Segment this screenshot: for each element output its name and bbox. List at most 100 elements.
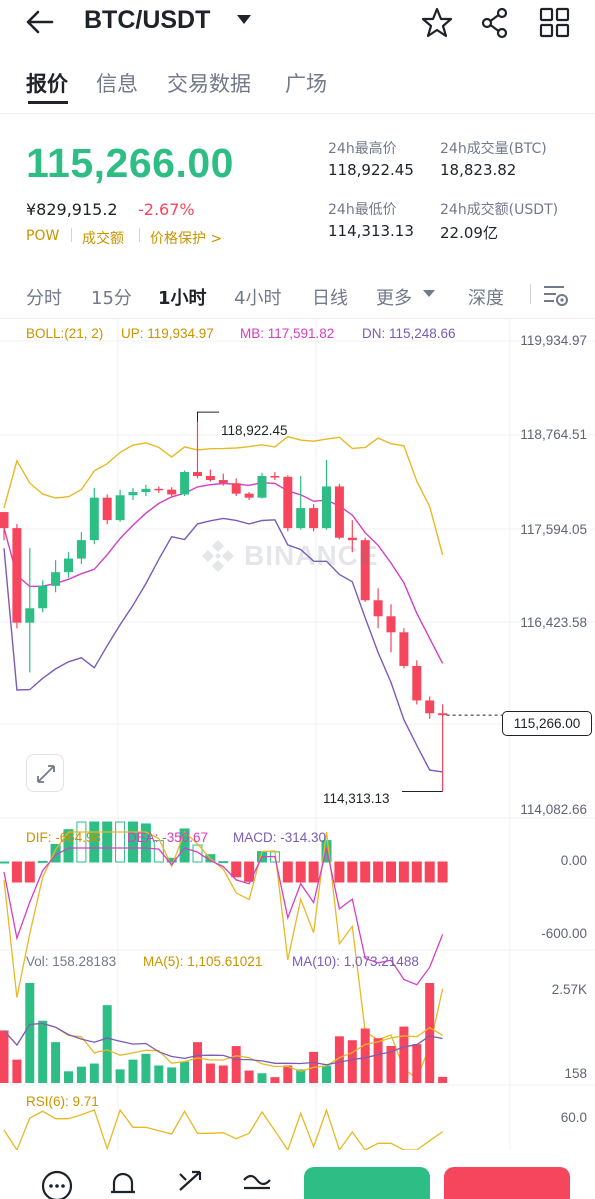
candle-body [412, 665, 422, 701]
candle-body [309, 508, 319, 529]
volume-bar [167, 1067, 177, 1083]
macd-bar [102, 821, 113, 863]
axis-label: -600.00 [541, 926, 587, 941]
volume-bar [425, 983, 435, 1083]
volume-bar [38, 1020, 48, 1083]
axis-label: 158 [564, 1066, 587, 1081]
chart-settings-icon [544, 286, 568, 306]
vol-ma10: MA(10): 1,073.21488 [292, 954, 419, 969]
bell-icon [111, 1172, 135, 1194]
interval-timeline[interactable]: 分时 [26, 288, 62, 309]
sell-button[interactable] [444, 1167, 570, 1199]
interval-1h[interactable]: 1小时 [158, 288, 207, 309]
axis-label: 119,934.97 [520, 333, 587, 348]
tag-price-protection[interactable]: 价格保护 > [150, 231, 223, 247]
tab-square[interactable]: 广场 [285, 72, 327, 96]
buy-button[interactable] [304, 1167, 430, 1199]
volume-bar [0, 1030, 9, 1083]
volume-bar [412, 1044, 422, 1083]
tab-info[interactable]: 信息 [96, 72, 138, 96]
volume-bar [399, 1026, 409, 1083]
volume-bar [322, 1065, 331, 1083]
macd-bar [192, 844, 203, 863]
boll-name: BOLL:(21, 2) [26, 326, 104, 341]
candle-body [128, 492, 138, 496]
volume-bar [244, 1070, 254, 1083]
candle-body [283, 476, 293, 529]
max-marker-line [197, 411, 219, 423]
volume-bar [25, 983, 35, 1083]
macd-bar [308, 861, 319, 883]
trade-button[interactable] [174, 1166, 208, 1199]
boll-up-line [3, 435, 444, 555]
back-button[interactable] [24, 8, 58, 36]
interval-15m[interactable]: 15分 [91, 288, 132, 309]
candle-body [193, 472, 202, 477]
boll-mb: MB: 117,591.82 [240, 326, 335, 341]
macd-bar [24, 861, 35, 883]
macd-bar [398, 861, 409, 883]
max-price-label: 118,922.45 [221, 423, 288, 438]
volume-bar [218, 1065, 228, 1083]
macd-bar [11, 861, 22, 883]
candle-body [257, 476, 267, 498]
star-icon [421, 7, 453, 38]
macd-bar [437, 861, 448, 883]
macd-bar [115, 821, 126, 863]
macd-bar [282, 861, 293, 883]
macd-bar [37, 860, 48, 863]
volume-bar [141, 1053, 151, 1083]
tab-quote[interactable]: 报价 [26, 72, 68, 96]
arrow-left-icon [26, 10, 54, 34]
axis-label: 2.57K [551, 982, 587, 997]
macd-bar [218, 861, 229, 864]
volume-bar [438, 1076, 448, 1083]
axis-label: 117,594.05 [520, 522, 587, 537]
interval-more[interactable]: 更多 [376, 288, 412, 309]
interval-4h[interactable]: 4小时 [234, 288, 282, 309]
macd-dea: DEA: -350.67 [127, 830, 209, 845]
macd-bar [373, 861, 384, 883]
volume-bar [102, 1005, 112, 1083]
more-button[interactable] [40, 1166, 74, 1199]
candle-body [115, 495, 125, 521]
more-icon [41, 1170, 73, 1199]
candle-body [64, 558, 73, 573]
tag-turnover[interactable]: 成交额 [82, 231, 124, 247]
alert-button[interactable] [106, 1166, 140, 1199]
volume-bar [154, 1065, 164, 1083]
kline-chart[interactable] [0, 318, 595, 1168]
candle-body [180, 472, 190, 495]
caret-down-icon [423, 290, 435, 297]
vol-value: Vol: 158.28183 [26, 954, 117, 969]
interval-depth[interactable]: 深度 [468, 288, 504, 309]
macd-bar [76, 821, 87, 863]
share-button[interactable] [478, 6, 512, 40]
macd-bar [360, 861, 371, 883]
grid-icon [539, 7, 570, 38]
tab-trading-data[interactable]: 交易数据 [167, 72, 251, 96]
vol-btc-label: 24h成交量(BTC) [440, 141, 547, 157]
tag-pow[interactable]: POW [26, 228, 60, 244]
interval-1d[interactable]: 日线 [312, 288, 348, 309]
volume-bar [51, 1042, 61, 1083]
layout-button[interactable] [538, 6, 572, 40]
volume-bar [270, 1077, 280, 1083]
price-change: -2.67% [138, 200, 195, 219]
chart-settings-button[interactable] [542, 282, 570, 308]
wave-icon [243, 1174, 271, 1190]
macd-bar [89, 821, 100, 863]
candle-body [334, 486, 344, 538]
favorite-button[interactable] [420, 6, 454, 40]
volume-bar [373, 1038, 383, 1083]
fullscreen-button[interactable] [26, 754, 64, 792]
indicator-button[interactable] [240, 1166, 274, 1199]
macd-bar [334, 861, 345, 883]
macd-bar [63, 829, 74, 863]
volume-bar [283, 1065, 293, 1083]
volume-bar [296, 1069, 306, 1083]
volume-bar [128, 1059, 138, 1083]
candle-body [244, 493, 254, 498]
candle-body [425, 700, 435, 714]
axis-label: 0.00 [560, 853, 587, 868]
